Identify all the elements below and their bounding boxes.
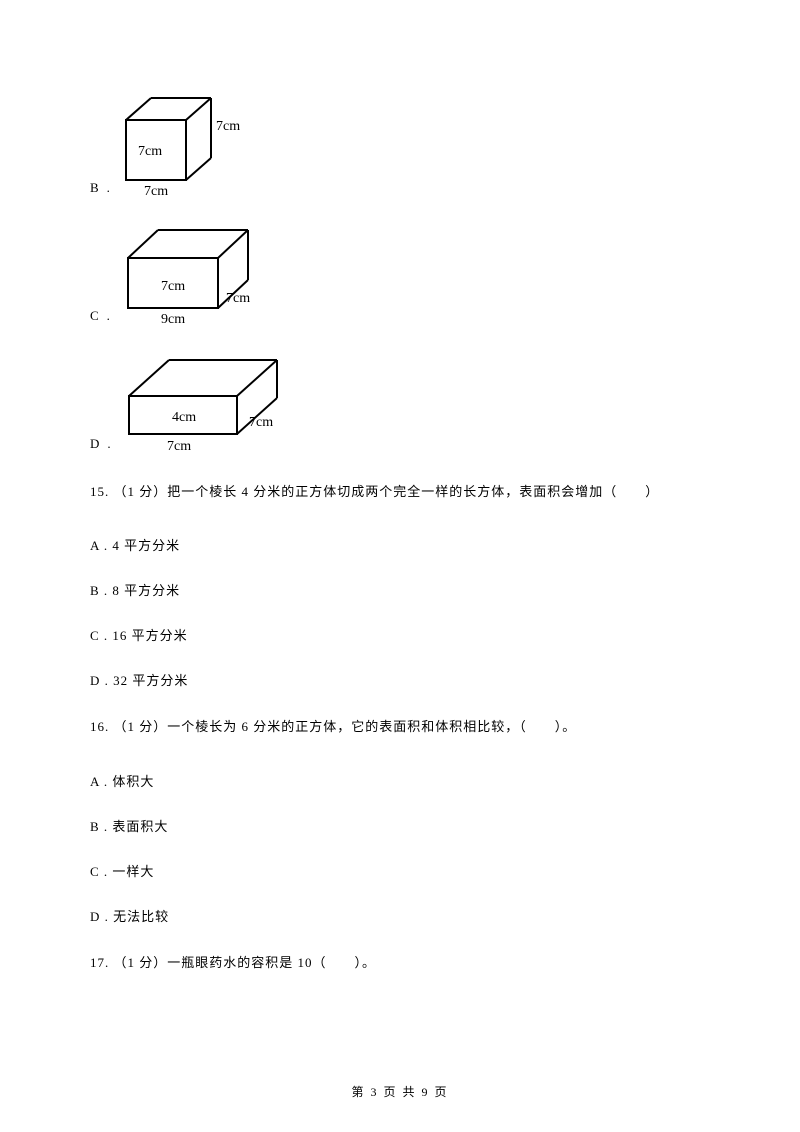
question-15-option-d: D . 32 平方分米 [90, 670, 710, 689]
figure-b-letter: B [90, 180, 99, 200]
period-d: . [107, 436, 110, 456]
question-16-option-b: B . 表面积大 [90, 816, 710, 835]
figure-b-label-front: 7cm [138, 144, 162, 159]
page-footer: 第 3 页 共 9 页 [0, 1083, 800, 1100]
figure-b-row: B . 7cm 7cm 7cm [90, 90, 710, 200]
figure-c-svg: 7cm 7cm 9cm [116, 218, 286, 328]
figure-d-label-front: 4cm [172, 410, 196, 425]
period-b: . [107, 180, 110, 200]
question-16-option-d: D . 无法比较 [90, 906, 710, 925]
question-15-option-a: A . 4 平方分米 [90, 535, 710, 554]
question-16-option-a: A . 体积大 [90, 771, 710, 790]
figure-c-label-side: 7cm [226, 291, 250, 306]
question-17-text: 17. （1 分）一瓶眼药水的容积是 10（ ）。 [90, 951, 710, 974]
question-16-text: 16. （1 分）一个棱长为 6 分米的正方体，它的表面积和体积相比较，（ ）。 [90, 715, 710, 738]
question-15-option-b: B . 8 平方分米 [90, 580, 710, 599]
figure-d-label-side: 7cm [249, 415, 273, 430]
figure-c-row: C . 7cm 7cm 9cm [90, 218, 710, 328]
question-16-option-c: C . 一样大 [90, 861, 710, 880]
figure-b-label-bottom: 7cm [144, 184, 168, 199]
figure-c-label-bottom: 9cm [161, 312, 185, 327]
figure-b-svg: 7cm 7cm 7cm [116, 90, 256, 200]
figure-b-label-right: 7cm [216, 119, 240, 134]
figure-c-letter: C [90, 308, 99, 328]
figure-d-row: D . 4cm 7cm 7cm [90, 346, 710, 456]
question-15-text: 15. （1 分）把一个棱长 4 分米的正方体切成两个完全一样的长方体，表面积会… [90, 480, 710, 503]
figure-d-letter: D [90, 436, 99, 456]
period-c: . [107, 308, 110, 328]
question-15-option-c: C . 16 平方分米 [90, 625, 710, 644]
figure-d-svg: 4cm 7cm 7cm [117, 346, 317, 456]
figure-d-label-bottom: 7cm [167, 439, 191, 454]
figure-c-label-front: 7cm [161, 279, 185, 294]
